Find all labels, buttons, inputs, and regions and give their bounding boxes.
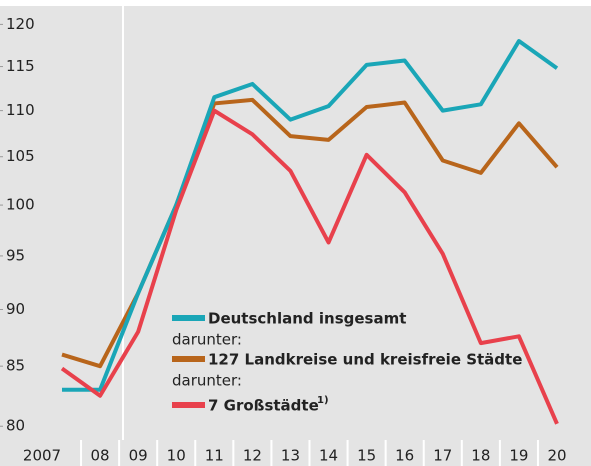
series-line xyxy=(62,39,559,392)
x-tick-label: 19 xyxy=(509,447,528,465)
legend-swatch xyxy=(172,315,205,321)
y-tick-label: 120 xyxy=(6,15,35,33)
x-tick-label: 09 xyxy=(129,447,148,465)
legend-caption: darunter: xyxy=(172,331,242,349)
x-tick-label: 2007 xyxy=(23,447,61,465)
legend-swatch xyxy=(172,402,205,408)
legend-label: 7 Großstädte xyxy=(208,397,319,415)
y-tick-label: 90 xyxy=(6,300,25,318)
x-tick-label: 20 xyxy=(547,447,566,465)
x-tick-label: 13 xyxy=(281,447,300,465)
y-tick-label: 105 xyxy=(6,147,35,165)
y-tick-label: 80 xyxy=(6,417,25,435)
y-tick-label: 85 xyxy=(6,357,25,375)
x-tick-label: 08 xyxy=(91,447,110,465)
x-tick-label: 17 xyxy=(433,447,452,465)
y-tick-label: 110 xyxy=(6,101,35,119)
y-tick-label: 115 xyxy=(6,57,35,75)
x-tick-label: 11 xyxy=(205,447,224,465)
legend-swatch xyxy=(172,356,205,362)
x-tick-label: 14 xyxy=(319,447,338,465)
legend-label: Deutschland insgesamt xyxy=(208,310,406,328)
note-marker: 1) xyxy=(317,395,329,406)
x-tick-label: 10 xyxy=(167,447,186,465)
x-tick-label: 18 xyxy=(471,447,490,465)
y-tick-label: 95 xyxy=(6,246,25,264)
x-tick-label: 15 xyxy=(357,447,376,465)
series-line xyxy=(60,108,559,425)
y-tick-label: 100 xyxy=(6,196,35,214)
x-tick-label: 16 xyxy=(395,447,414,465)
x-tick-label: 12 xyxy=(243,447,262,465)
legend-label: 127 Landkreise und kreisfreie Städte xyxy=(208,351,522,369)
legend-caption: darunter: xyxy=(172,372,242,390)
